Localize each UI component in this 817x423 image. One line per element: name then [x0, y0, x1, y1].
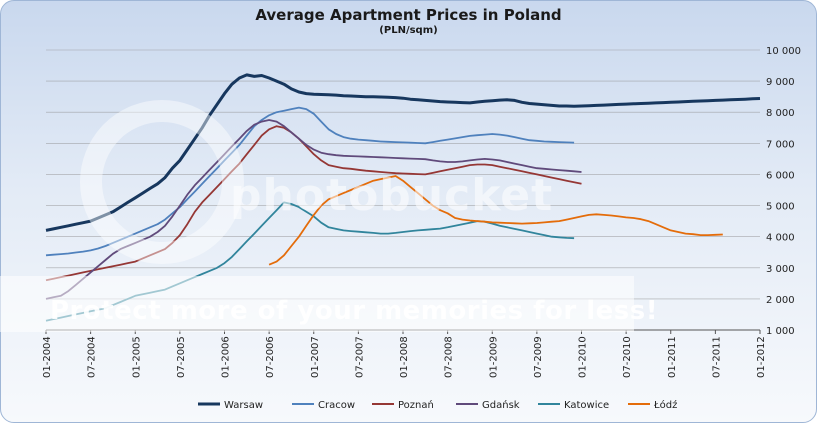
y-tick-label: 5 000 [766, 202, 795, 213]
y-tick-label: 7 000 [766, 139, 795, 150]
legend-label: Gdańsk [482, 399, 520, 411]
watermark-tagline: Protect more of your memories for less! [50, 296, 659, 326]
x-tick-label: 01-2011 [667, 336, 678, 378]
x-tick-label: 01-2010 [578, 336, 589, 378]
x-tick-label: 07-2011 [711, 336, 722, 378]
x-tick-label: 07-2009 [533, 336, 544, 378]
y-tick-label: 3 000 [766, 264, 795, 275]
x-tick-label: 01-2006 [221, 336, 232, 378]
x-tick-label: 07-2005 [176, 336, 187, 378]
x-tick-label: 01-2005 [131, 336, 142, 378]
x-tick-label: 07-2006 [265, 336, 276, 378]
y-tick-label: 4 000 [766, 233, 795, 244]
x-tick-label: 07-2008 [444, 336, 455, 378]
x-tick-label: 01-2009 [488, 336, 499, 378]
legend-label: Warsaw [224, 400, 263, 411]
x-tick-label: 01-2007 [310, 336, 321, 378]
watermark-logo: photobucket [230, 170, 554, 221]
x-tick-label: 01-2008 [399, 336, 410, 378]
x-tick-label: 07-2010 [622, 336, 633, 378]
legend-label: Katowice [564, 400, 609, 411]
chart-title: Average Apartment Prices in Poland [255, 6, 562, 24]
x-tick-label: 07-2004 [87, 336, 98, 378]
series-line-poznań [45, 125, 582, 282]
x-tick-label: 01-2004 [42, 336, 53, 378]
y-tick-label: 2 000 [766, 295, 795, 306]
x-tick-label: 07-2007 [354, 336, 365, 378]
x-tick-label: 01-2012 [756, 336, 767, 378]
watermark-ring [80, 100, 244, 264]
legend-label: Łódź [653, 399, 677, 411]
legend-label: Cracow [318, 400, 355, 411]
series-line-łódź [268, 175, 723, 266]
watermark-band [0, 276, 634, 332]
y-tick-label: 8 000 [766, 108, 795, 119]
y-tick-label: 9 000 [766, 77, 795, 88]
y-tick-label: 10 000 [766, 46, 801, 57]
legend-label: Poznań [398, 399, 434, 411]
y-tick-label: 6 000 [766, 170, 795, 181]
chart-subtitle: (PLN/sqm) [379, 25, 438, 36]
y-tick-label: 1 000 [766, 326, 795, 337]
